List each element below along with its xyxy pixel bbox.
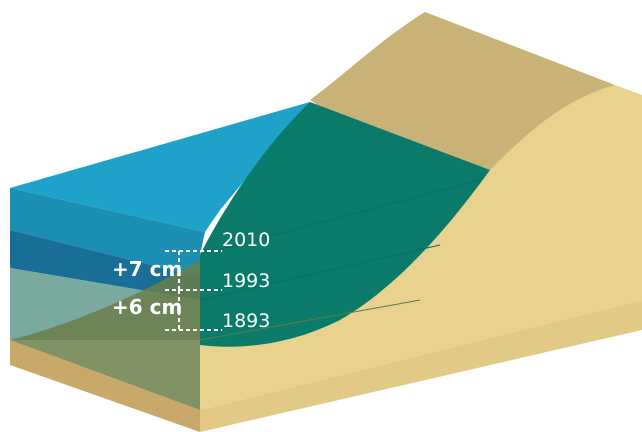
year-label-2010: 2010 <box>222 229 270 251</box>
submerged-ground-front <box>10 260 200 410</box>
year-label-1893: 1893 <box>222 310 270 332</box>
strata-line-2 <box>199 244 441 301</box>
water-top <box>10 102 310 232</box>
water-front-2010-layer <box>10 188 200 277</box>
base-slab-side <box>200 300 642 432</box>
water-over-hill <box>200 102 490 347</box>
difference-label-2: +6 cm <box>112 295 182 319</box>
year-label-1993: 1993 <box>222 270 270 292</box>
base-slab-front <box>10 340 200 432</box>
strata-line-3 <box>199 299 421 341</box>
strata-line-1 <box>199 179 481 256</box>
difference-label-1: +7 cm <box>112 257 182 281</box>
water-front-1993-layer <box>10 230 200 300</box>
